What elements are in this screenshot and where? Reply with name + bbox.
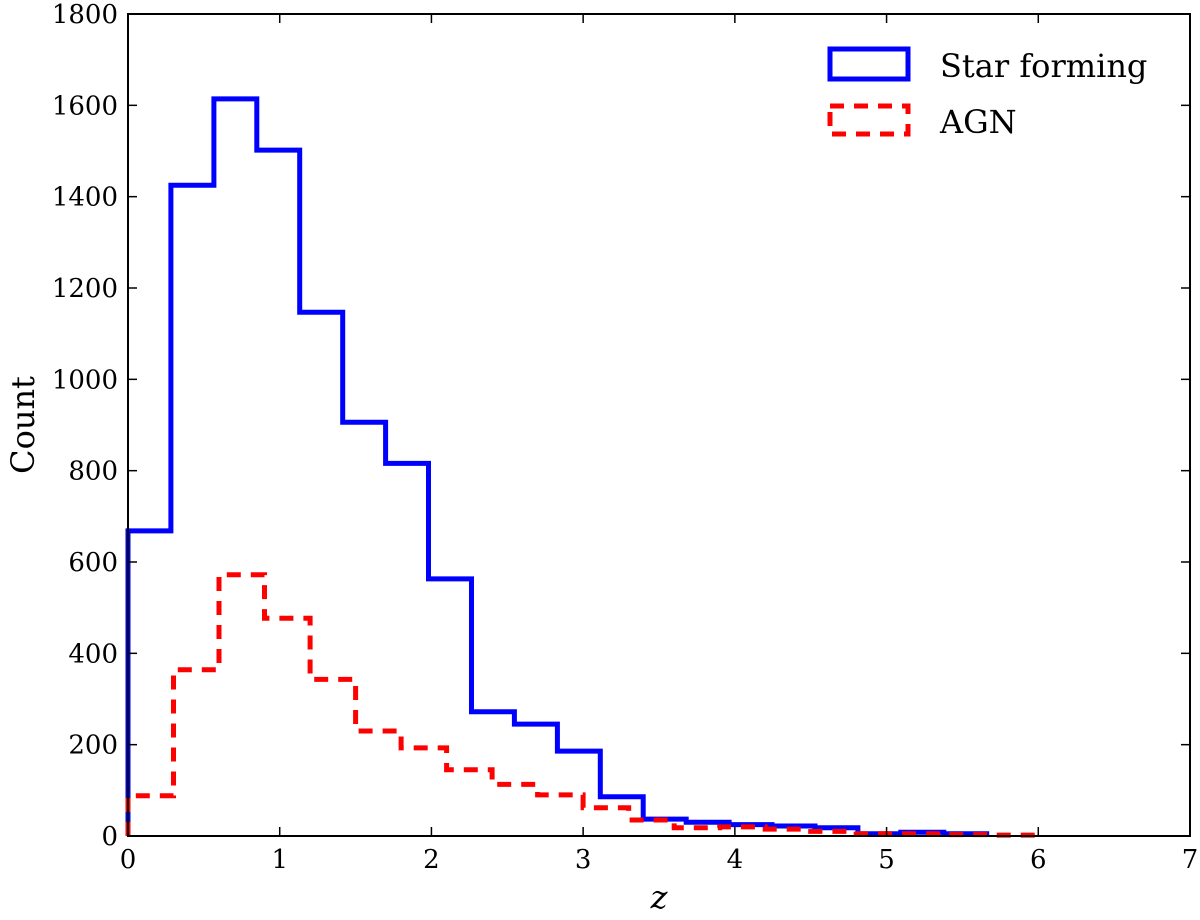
legend-swatch-agn <box>827 103 911 137</box>
ticks-layer: 0 1 2 3 4 5 6 7 0 200 400 600 800 1000 1200 1400 1600 180… <box>52 0 1198 875</box>
y-tick-label-4: 800 <box>68 457 118 487</box>
x-tick-label-3: 3 <box>575 845 592 875</box>
legend: Star forming AGN <box>827 46 1147 141</box>
x-tick-label-5: 5 <box>878 845 895 875</box>
series-line-1 <box>125 572 1041 838</box>
y-tick-label-3: 600 <box>68 548 118 578</box>
y-axis-label: Count <box>4 376 42 474</box>
plot-frame <box>127 13 1191 837</box>
y-tick-label-0: 0 <box>101 822 118 852</box>
x-axis-label: z <box>650 878 669 916</box>
y-tick-label-8: 1600 <box>52 91 118 121</box>
x-tick-label-6: 6 <box>1030 845 1047 875</box>
x-tick-label-7: 7 <box>1182 845 1199 875</box>
y-tick-label-2: 400 <box>68 639 118 669</box>
legend-label-star-forming: Star forming <box>940 47 1147 85</box>
series-line-0 <box>125 96 990 837</box>
x-tick-label-0: 0 <box>120 845 137 875</box>
legend-swatch-star-forming <box>827 46 911 82</box>
y-tick-label-7: 1400 <box>52 183 118 213</box>
y-tick-label-5: 1000 <box>52 365 118 395</box>
x-tick-label-2: 2 <box>423 845 440 875</box>
y-tick-label-6: 1200 <box>52 274 118 304</box>
y-tick-label-1: 200 <box>68 731 118 761</box>
legend-label-agn: AGN <box>939 103 1017 141</box>
y-tick-label-9: 1800 <box>52 0 118 30</box>
x-tick-label-4: 4 <box>727 845 744 875</box>
x-tick-label-1: 1 <box>271 845 288 875</box>
series-layer <box>125 96 1041 838</box>
